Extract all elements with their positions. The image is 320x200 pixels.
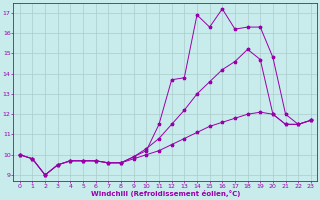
X-axis label: Windchill (Refroidissement éolien,°C): Windchill (Refroidissement éolien,°C) [91,190,240,197]
